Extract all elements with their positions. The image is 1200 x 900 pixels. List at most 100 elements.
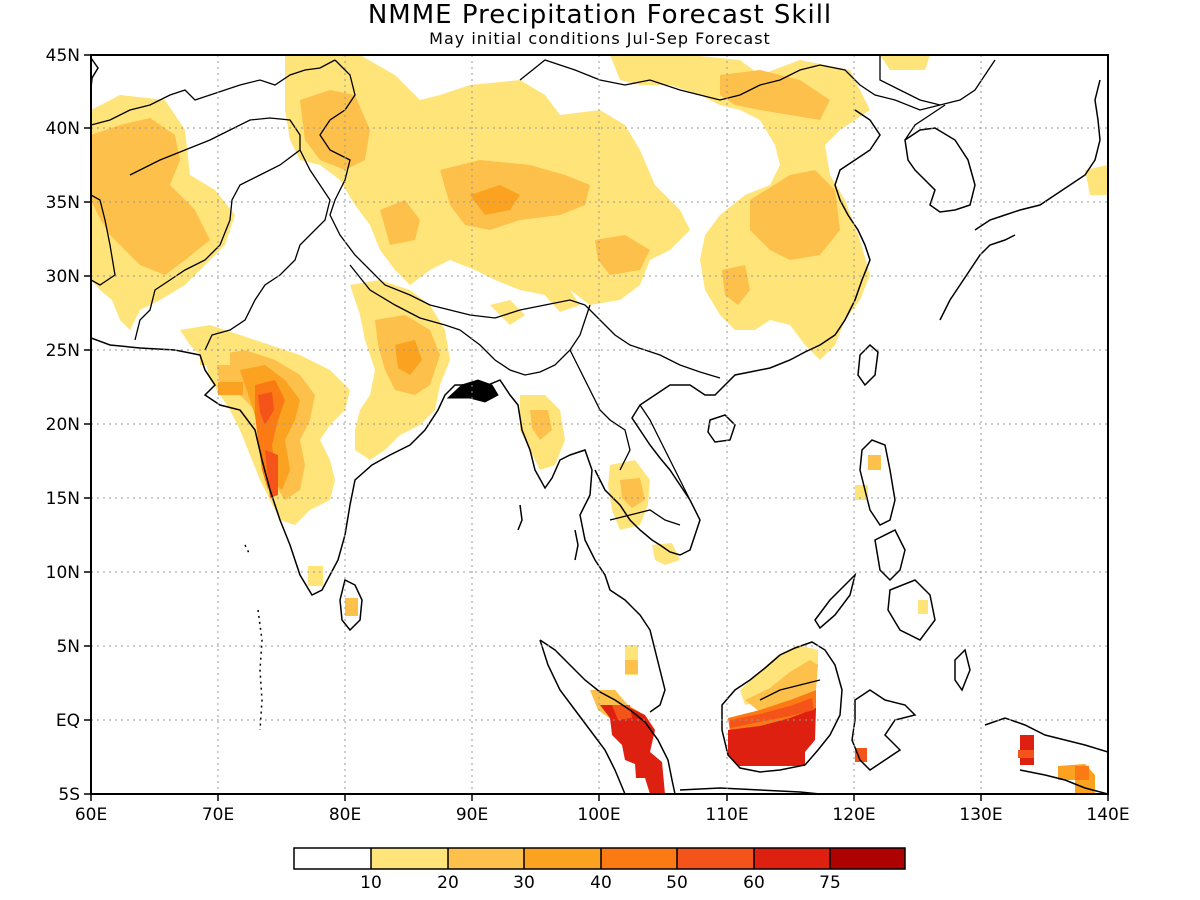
maldives-islands — [257, 609, 263, 731]
java-outline — [679, 787, 821, 794]
ytick-label-5: 20N — [46, 415, 80, 435]
skill-region-thailand-core — [620, 478, 645, 508]
skill-region-new-guinea-core — [1075, 766, 1089, 780]
ytick-label-10: 45N — [46, 46, 80, 66]
skill-region-mindanao — [918, 600, 928, 614]
border-myanmar-east — [569, 349, 631, 471]
ytick-label-8: 35N — [46, 193, 80, 213]
border-mongolia — [519, 59, 941, 111]
colorbar-outline — [293, 847, 906, 870]
mindanao-outline — [887, 579, 936, 641]
ytick-label-0: 5S — [58, 785, 80, 805]
map-grid — [91, 55, 1108, 794]
map-subtitle: May initial conditions Jul-Sep Forecast — [429, 29, 771, 48]
sumatra-west-coast — [539, 639, 626, 794]
korea-outline — [904, 127, 976, 213]
colorbar-swatch-7 — [830, 848, 905, 869]
ytick-label-1: EQ — [56, 711, 80, 731]
new-guinea-outline — [984, 717, 1108, 753]
skill-region-gujarat-light — [200, 350, 230, 365]
colorbar-dividers — [370, 848, 831, 869]
ytick-label-2: 5N — [56, 637, 80, 657]
axis-ticks — [84, 54, 1109, 801]
skill-region-qinghai-core — [470, 185, 520, 215]
skill-region-ganges-orange — [395, 340, 422, 375]
taiwan-outline — [857, 343, 879, 387]
sulawesi-outline — [851, 689, 917, 771]
skill-region-yunnan — [490, 300, 525, 325]
sumatra-outline — [539, 639, 676, 794]
skill-region-south-india — [308, 566, 323, 586]
border-india-nepal — [349, 264, 461, 331]
ytick-label-6: 25N — [46, 341, 80, 361]
colorbar-swatch-2 — [448, 848, 524, 869]
ytick-label-7: 30N — [46, 267, 80, 287]
skill-region-korea-east — [1085, 165, 1108, 195]
colorbar-swatch-6 — [754, 848, 830, 869]
colorbar-swatch-4 — [601, 848, 677, 869]
skill-region-borneo-light — [740, 645, 818, 705]
x-axis-labels: 60E 70E 80E 90E 100E 110E 120E 130E 140E — [75, 805, 1130, 825]
skill-region-sri-lanka — [345, 598, 358, 616]
skill-region-loess-core — [750, 170, 840, 260]
halmahera-outline — [954, 648, 971, 692]
colorbar-swatch-0 — [294, 848, 371, 869]
colorbar-label-6: 75 — [819, 873, 841, 893]
skill-region-tibet-core — [300, 90, 370, 170]
colorbar-label-5: 60 — [743, 873, 765, 893]
border-thailand-cambodia — [609, 509, 681, 526]
skill-region-south-tibet — [595, 235, 650, 275]
visayas-outline — [874, 528, 906, 582]
border-pakistan-india — [204, 149, 331, 351]
border-china-west — [319, 59, 586, 319]
colorbar-label-4: 50 — [666, 873, 688, 893]
y-axis-labels: 5S EQ 5N 10N 15N 20N 25N 30N 35N 40N 45N — [46, 46, 80, 805]
colorbar-label-3: 40 — [590, 873, 612, 893]
ytick-label-9: 40N — [46, 119, 80, 139]
xtick-label-8: 140E — [1086, 805, 1129, 825]
border-afghan-pakistan — [129, 117, 301, 341]
lakshadweep-islands — [244, 544, 251, 556]
hainan-outline — [707, 414, 736, 443]
colorbar-swatch-5 — [677, 848, 754, 869]
colorbar-swatch-1 — [371, 848, 448, 869]
skill-region-assam — [540, 290, 580, 312]
new-guinea-south-coast — [1019, 769, 1108, 794]
border-china-south — [584, 304, 721, 379]
sri-lanka-outline — [339, 578, 363, 632]
xtick-label-5: 110E — [705, 805, 748, 825]
colorbar-label-1: 20 — [437, 873, 459, 893]
borneo-outline — [721, 641, 843, 773]
skill-region-north-china-core — [720, 70, 830, 120]
skill-region-north-china — [610, 55, 870, 360]
skill-region-new-guinea-west2 — [1018, 750, 1034, 758]
xtick-label-1: 70E — [202, 805, 234, 825]
indochina-coast — [594, 109, 881, 556]
caspian-sea-outline — [91, 57, 99, 89]
skill-region-tibet-west — [380, 200, 420, 245]
ytick-label-3: 10N — [46, 563, 80, 583]
japan-outline — [974, 79, 1101, 231]
skill-region-borneo — [728, 708, 816, 766]
xtick-label-7: 130E — [959, 805, 1002, 825]
border-myanmar — [459, 304, 591, 376]
colorbar: 10 20 30 40 50 60 75 — [293, 847, 906, 893]
coastlines — [91, 57, 1108, 794]
skill-region-sichuan-core — [722, 265, 750, 305]
border-russia-china-ne — [879, 55, 996, 106]
border-laos-vietnam — [639, 404, 691, 501]
skill-region-malay-core — [625, 660, 638, 674]
xtick-label-2: 80E — [329, 805, 361, 825]
iran-coast — [91, 337, 666, 713]
xtick-label-6: 120E — [832, 805, 875, 825]
skill-region-afghanistan-core — [91, 118, 210, 275]
map-title: NMME Precipitation Forecast Skill — [367, 0, 833, 30]
skill-region-mongolia — [880, 55, 930, 70]
xtick-label-0: 60E — [75, 805, 107, 825]
skill-region-myanmar-core — [530, 410, 552, 440]
andaman-islands — [517, 504, 579, 561]
xtick-label-3: 90E — [456, 805, 488, 825]
border-borneo-malaysia — [759, 679, 821, 701]
colorbar-label-2: 30 — [513, 873, 535, 893]
